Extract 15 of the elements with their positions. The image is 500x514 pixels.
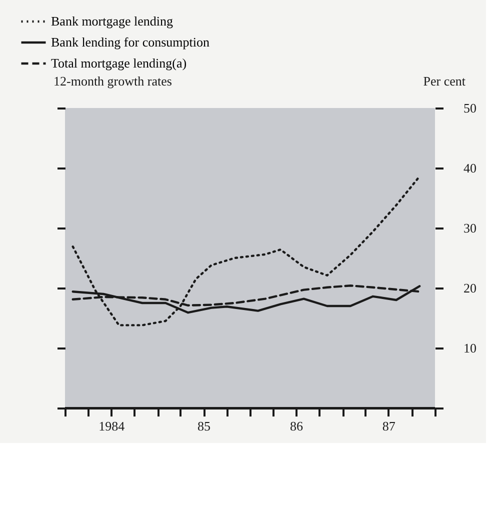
legend-label: Bank mortgage lending bbox=[51, 14, 174, 28]
y2-axis-title: Per cent bbox=[423, 74, 466, 88]
y2-tick-label: 50 bbox=[464, 100, 476, 116]
y2-tick-label: 40 bbox=[464, 160, 476, 176]
legend-label: Total mortgage lending(a) bbox=[51, 56, 187, 70]
y2-tick-label: 30 bbox=[464, 220, 476, 236]
x-tick-label: 1984 bbox=[98, 418, 126, 434]
line-series bbox=[72, 175, 421, 326]
x-tick-label: 85 bbox=[198, 418, 211, 434]
y2-tick-label: 10 bbox=[464, 340, 476, 356]
legend-label: Bank lending for consumption bbox=[51, 34, 210, 50]
y2-tick-label: 20 bbox=[464, 280, 476, 296]
x-tick-label: 87 bbox=[382, 418, 396, 434]
x-tick-label: 86 bbox=[290, 418, 304, 434]
y-axis-title: 12-month growth rates bbox=[54, 74, 172, 88]
